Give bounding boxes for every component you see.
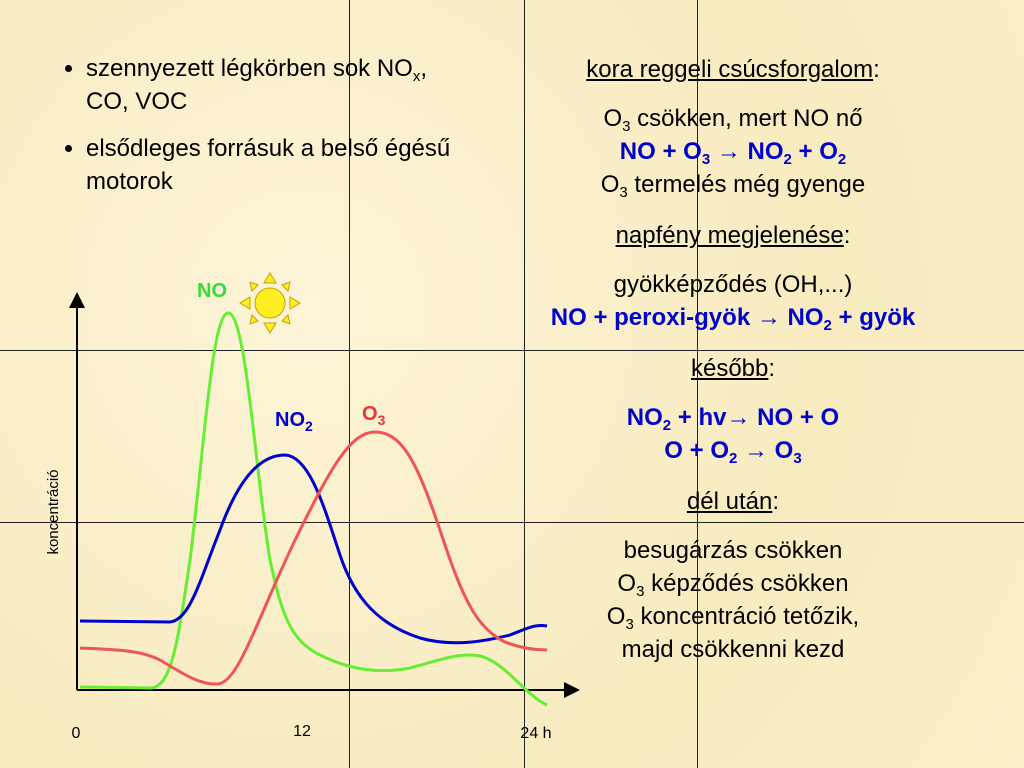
- subscript: 3: [378, 412, 386, 428]
- text-line: O3 koncentráció tetőzik,: [530, 600, 936, 633]
- heading-text: kora reggeli csúcsforgalom: [586, 56, 874, 83]
- text-run: , CO, VOC: [86, 55, 428, 115]
- text-run: NO + peroxi-gyök → NO: [550, 304, 824, 331]
- text-line: O3 termelés még gyenge: [530, 168, 936, 201]
- bullet-list: szennyezett légkörben sok NOx, CO, VOC el…: [58, 52, 466, 212]
- sun-icon: [239, 272, 301, 334]
- text-run: NO: [275, 409, 305, 431]
- subscript: 3: [636, 583, 645, 600]
- o3-label: O3: [362, 403, 386, 428]
- explanation: kora reggeli csúcsforgalom: O3 csökken, m…: [530, 53, 936, 684]
- text-run: → NO: [710, 138, 784, 165]
- subscript: 3: [793, 450, 802, 467]
- heading-suffix: :: [768, 355, 776, 382]
- text-line: O3 csökken, mert NO nő: [530, 102, 936, 135]
- bullet-item: elsődleges forrásuk a belső égésű motoro…: [86, 132, 466, 198]
- subscript: 3: [701, 151, 711, 168]
- text-run: koncentráció tetőzik,: [633, 603, 860, 630]
- subscript: 2: [837, 151, 847, 168]
- heading-suffix: :: [873, 56, 880, 83]
- text-line: NO + O3 → NO2 + O2: [530, 135, 936, 168]
- subscript: 2: [783, 151, 792, 168]
- x-tick-label: 0: [72, 725, 81, 742]
- section: kora reggeli csúcsforgalom: O3 csökken, m…: [530, 53, 936, 201]
- text-run: O + O: [664, 437, 729, 464]
- section-heading: dél után:: [530, 485, 936, 518]
- text-line: gyökképződés (OH,...): [530, 268, 936, 301]
- subscript: x: [412, 68, 421, 85]
- text-line: O + O2 → O3: [530, 434, 936, 467]
- section: dél után: besugárzás csökken O3 képződés c…: [530, 485, 936, 666]
- subscript: 3: [625, 616, 634, 633]
- x-tick-label: 24 h: [520, 725, 551, 742]
- y-axis-label: koncentráció: [45, 469, 62, 554]
- heading-suffix: :: [843, 222, 851, 249]
- text-line: NO2 + hv→ NO + O: [530, 401, 936, 434]
- guide-line: [0, 522, 1024, 523]
- heading-suffix: :: [772, 488, 780, 515]
- text-run: O: [603, 105, 623, 132]
- text-run: NO: [626, 404, 663, 431]
- text-run: O: [362, 403, 378, 425]
- guide-line: [524, 0, 525, 768]
- text-run: NO: [197, 280, 227, 302]
- section: napfény megjelenése: gyökképződés (OH,...…: [530, 219, 936, 334]
- text-run: gyökképződés (OH,...): [613, 271, 853, 298]
- text-run: + hv→ NO + O: [671, 404, 840, 431]
- text-line: besugárzás csökken: [530, 534, 936, 567]
- text-run: → O: [737, 437, 794, 464]
- text-run: szennyezett légkörben sok NO: [86, 55, 413, 82]
- text-run: csökken, mert NO nő: [630, 105, 863, 132]
- text-line: NO + peroxi-gyök → NO2 + gyök: [530, 301, 936, 334]
- subscript: 2: [662, 417, 672, 434]
- guide-line: [349, 0, 350, 768]
- heading-text: dél után: [686, 488, 773, 515]
- no2-label: NO2: [275, 409, 313, 434]
- subscript: 3: [619, 184, 628, 201]
- text-run: NO + O: [619, 138, 702, 165]
- text-run: O: [606, 603, 626, 630]
- bullet-item: szennyezett légkörben sok NOx, CO, VOC: [86, 52, 466, 118]
- section-heading: napfény megjelenése:: [530, 219, 936, 252]
- guide-line: [697, 0, 698, 768]
- text-run: O: [600, 171, 620, 198]
- no-curve: [79, 311, 548, 707]
- text-run: + O: [791, 138, 838, 165]
- x-tick-label: 12: [293, 723, 311, 740]
- text-line: O3 képződés csökken: [530, 567, 936, 600]
- no2-curve: [79, 453, 548, 645]
- subscript: 3: [622, 118, 631, 135]
- text-run: elsődleges forrásuk a belső égésű motoro…: [86, 135, 451, 195]
- subscript: 2: [305, 418, 313, 434]
- guide-line: [0, 350, 1024, 351]
- text-run: besugárzás csökken: [623, 537, 843, 564]
- text-line: majd csökkenni kezd: [530, 633, 936, 666]
- no-label: NO: [197, 280, 227, 302]
- heading-text: napfény megjelenése: [615, 222, 844, 249]
- section-heading: kora reggeli csúcsforgalom:: [530, 53, 936, 86]
- text-run: termelés még gyenge: [627, 171, 866, 198]
- subscript: 2: [728, 450, 738, 467]
- text-run: képződés csökken: [644, 570, 849, 597]
- section-heading: később:: [530, 352, 936, 385]
- text-run: majd csökkenni kezd: [621, 636, 845, 663]
- heading-text: később: [690, 355, 769, 382]
- text-run: + gyök: [831, 304, 916, 331]
- o3-curve: [79, 430, 548, 686]
- text-run: O: [617, 570, 637, 597]
- subscript: 2: [823, 317, 832, 334]
